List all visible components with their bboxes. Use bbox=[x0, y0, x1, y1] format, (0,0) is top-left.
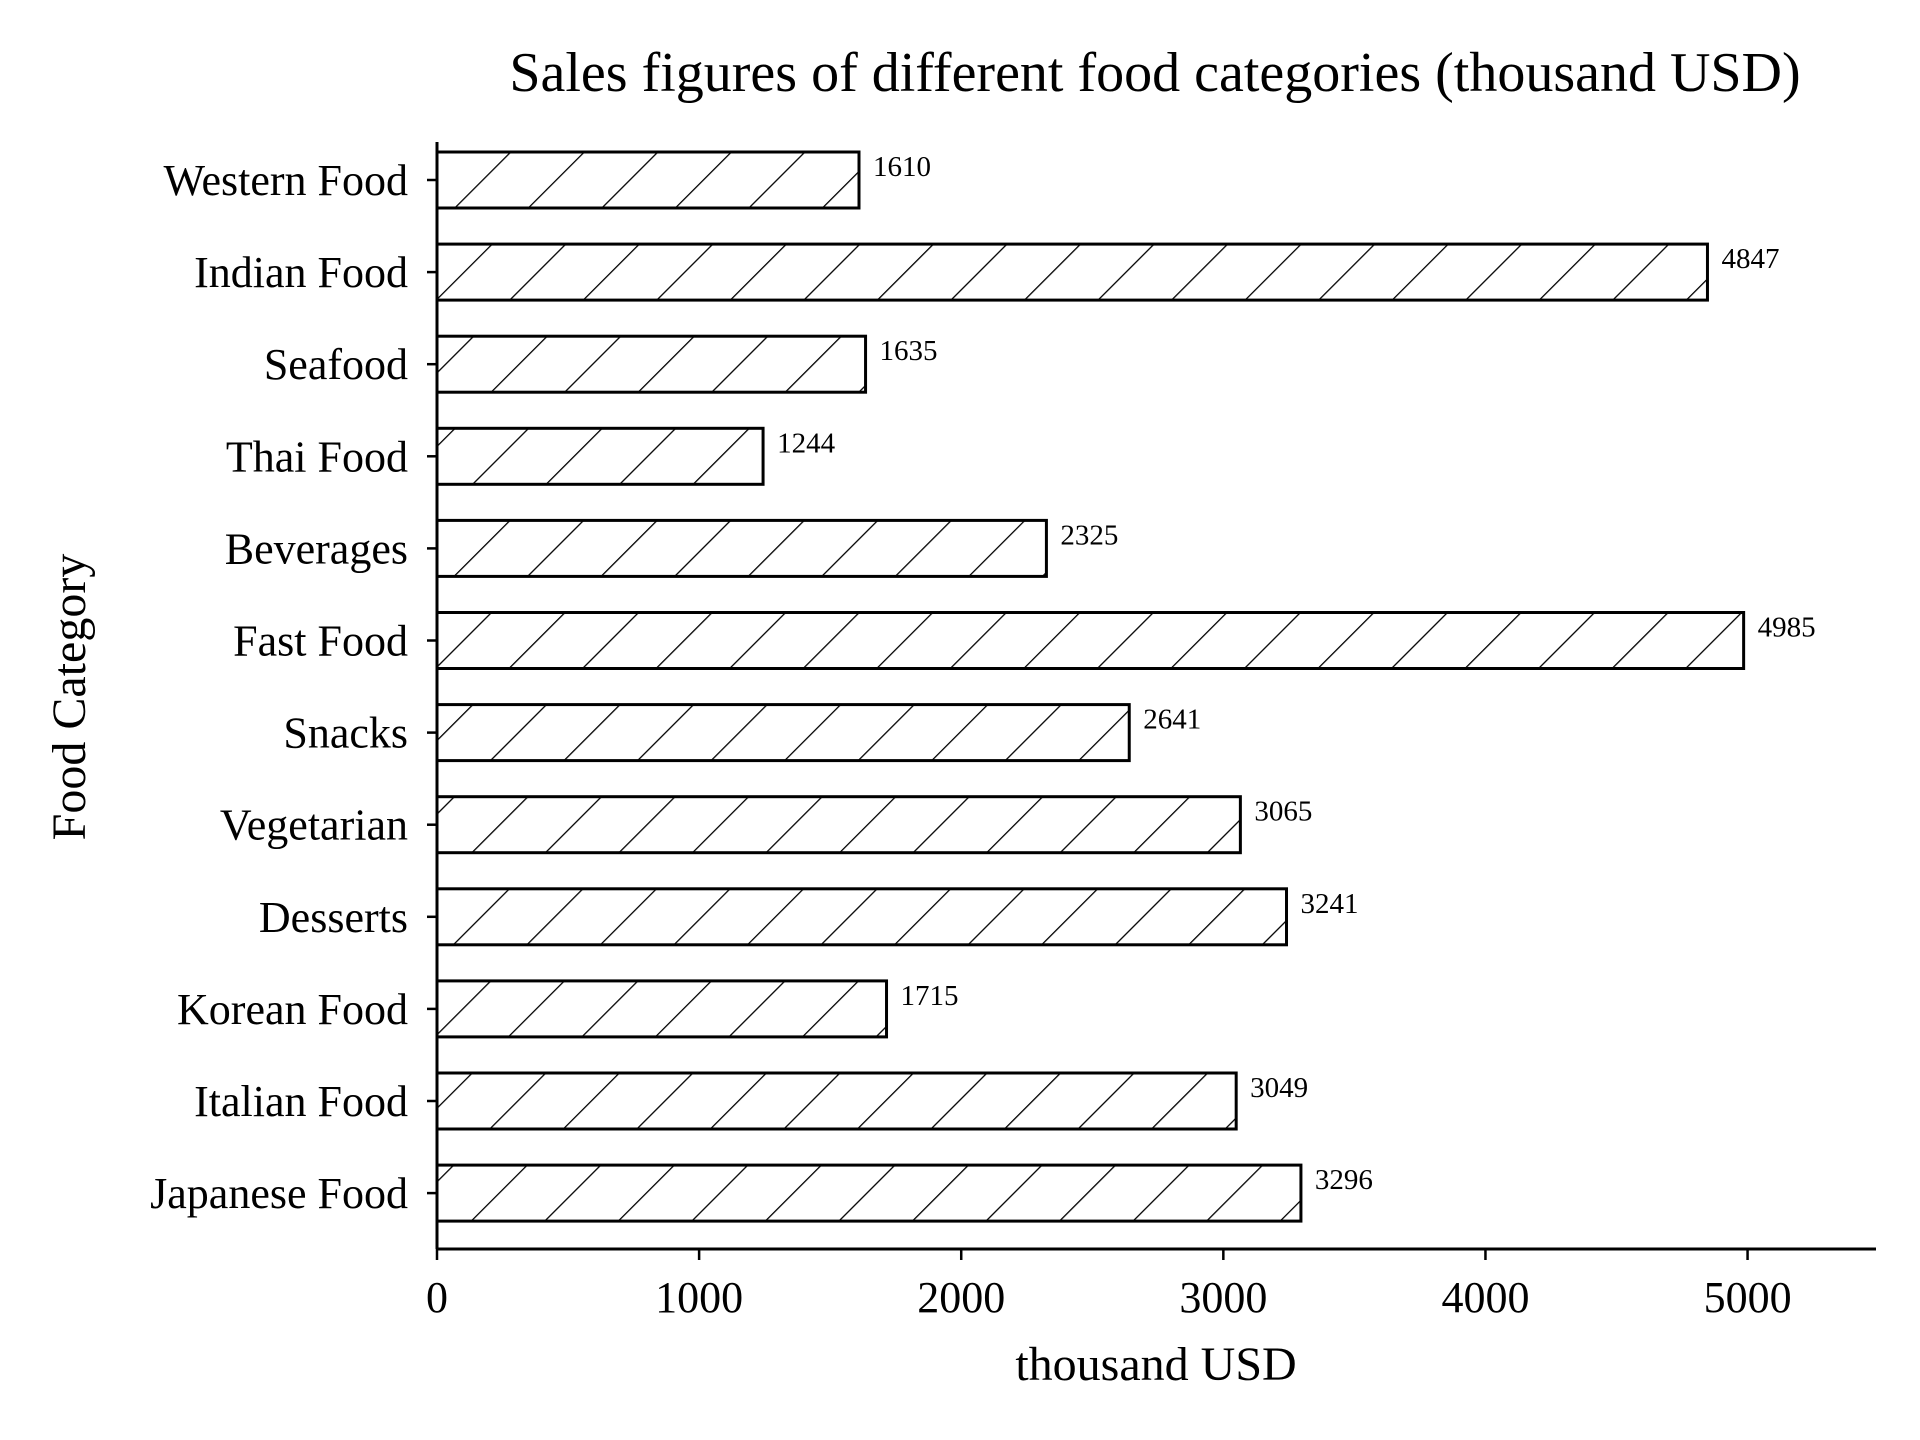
value-label: 1244 bbox=[777, 427, 836, 459]
bar bbox=[435, 242, 1709, 302]
value-label: 3296 bbox=[1315, 1164, 1373, 1196]
category-label: Korean Food bbox=[177, 985, 408, 1034]
value-label: 3241 bbox=[1301, 888, 1359, 920]
category-label: Japanese Food bbox=[150, 1169, 408, 1218]
bar bbox=[435, 1071, 1238, 1131]
bar bbox=[435, 611, 1746, 670]
x-tick-label: 1000 bbox=[655, 1273, 743, 1322]
category-label: Western Food bbox=[163, 156, 408, 205]
x-axis: 0 1000 2000 3000 4000 5000 bbox=[426, 1247, 1876, 1322]
category-label: Thai Food bbox=[226, 432, 408, 481]
bar bbox=[435, 150, 861, 210]
bar bbox=[435, 979, 889, 1039]
x-tick-label: 5000 bbox=[1704, 1273, 1792, 1322]
category-label: Italian Food bbox=[194, 1077, 408, 1126]
category-label: Beverages bbox=[225, 524, 408, 573]
bar bbox=[435, 1163, 1303, 1223]
bar bbox=[435, 795, 1242, 855]
value-label: 3065 bbox=[1254, 796, 1312, 828]
bar bbox=[435, 426, 765, 486]
value-label: 4985 bbox=[1758, 612, 1816, 644]
value-label: 1635 bbox=[880, 335, 938, 367]
bar bbox=[435, 334, 868, 394]
category-label: Desserts bbox=[259, 893, 408, 942]
y-axis-label: Food Category bbox=[43, 554, 96, 841]
value-labels-group: 1610 4847 1635 1244 2325 4985 2641 3065 3241 1715… bbox=[777, 151, 1816, 1196]
value-label: 1715 bbox=[901, 980, 959, 1012]
category-label: Seafood bbox=[264, 340, 408, 389]
chart-title: Sales figures of different food categori… bbox=[509, 42, 1800, 104]
x-tick-label: 3000 bbox=[1179, 1273, 1267, 1322]
value-label: 2641 bbox=[1143, 704, 1201, 736]
bar bbox=[435, 703, 1131, 763]
value-label: 1610 bbox=[873, 151, 931, 183]
value-label: 2325 bbox=[1060, 519, 1118, 551]
value-label: 3049 bbox=[1250, 1072, 1308, 1104]
bar bbox=[435, 518, 1048, 578]
category-label: Indian Food bbox=[194, 248, 408, 297]
category-label: Vegetarian bbox=[220, 801, 408, 850]
value-label: 4847 bbox=[1721, 243, 1779, 275]
category-label: Snacks bbox=[283, 709, 408, 758]
category-label: Fast Food bbox=[233, 617, 408, 666]
y-axis: Western Food Indian Food Seafood Thai Food B… bbox=[150, 142, 439, 1249]
bars-group bbox=[435, 150, 1746, 1223]
bar bbox=[435, 887, 1289, 947]
x-axis-label: thousand USD bbox=[1015, 1338, 1296, 1391]
x-tick-label: 2000 bbox=[917, 1273, 1005, 1322]
x-tick-label: 0 bbox=[426, 1273, 448, 1322]
x-tick-label: 4000 bbox=[1441, 1273, 1529, 1322]
